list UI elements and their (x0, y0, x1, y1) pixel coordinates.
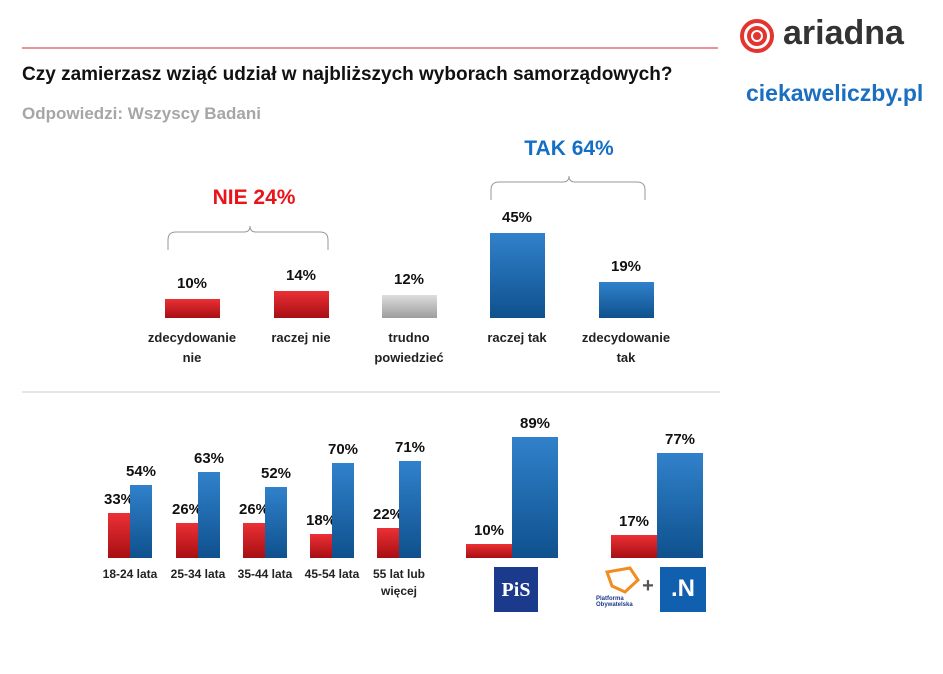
bar (489, 232, 545, 318)
site: ciekaweliczby.pl (746, 80, 924, 106)
n-logo (660, 567, 706, 612)
bar (164, 299, 220, 318)
bar (176, 522, 198, 558)
group-label: TAK 64% (524, 137, 614, 160)
bar (108, 513, 130, 558)
value-label: 10% (473, 522, 505, 540)
bar (598, 281, 654, 318)
bar (611, 534, 657, 558)
logo-text: Platforma Obywatelska (596, 596, 633, 608)
bar (466, 544, 512, 558)
bar (512, 436, 558, 558)
value-label: 22% (372, 506, 404, 524)
category-label: 55 lat lub więcej (372, 567, 425, 598)
category-label: raczej nie (271, 330, 331, 345)
value-label: 19% (610, 257, 642, 275)
brand-icon (740, 19, 774, 53)
bar (243, 522, 265, 558)
bar (399, 461, 421, 558)
value-label: 14% (285, 267, 317, 285)
category-label: 35-44 lata (237, 567, 293, 581)
category-label: 45-54 lata (304, 567, 360, 581)
category-label: raczej tak (487, 330, 547, 345)
category-label: zdecydowanie nie (147, 330, 237, 365)
category-label: zdecydowanie tak (581, 330, 671, 365)
title: Czy zamierzasz wziąć udział w najbliższy… (22, 64, 673, 85)
value-label: 71% (394, 439, 426, 457)
subtitle: Odpowiedzi: Wszyscy Badani (22, 104, 261, 123)
plus: + (642, 575, 654, 597)
value-label: 17% (618, 512, 650, 530)
logo-text: PiS (501, 579, 531, 601)
bar (377, 528, 399, 558)
po-logo (604, 566, 640, 594)
value-label: 26% (238, 500, 270, 518)
value-label: 10% (176, 275, 208, 292)
value-label: 12% (393, 271, 425, 289)
category-label: 18-24 lata (102, 567, 158, 581)
pis-logo (494, 567, 538, 612)
bar (310, 533, 332, 558)
value-label: 52% (260, 465, 292, 483)
value-label: 33% (103, 491, 135, 509)
value-label: 89% (519, 414, 551, 432)
bar (657, 453, 703, 558)
bar (198, 472, 220, 558)
bracket (490, 175, 646, 200)
value-label: 18% (305, 511, 337, 529)
bar (273, 291, 329, 318)
bar (332, 462, 354, 558)
bar (265, 487, 287, 558)
value-label: 70% (327, 440, 359, 458)
value-label: 77% (664, 431, 696, 449)
group-label: NIE 24% (212, 186, 296, 209)
bracket (167, 225, 329, 250)
value-label: 26% (171, 500, 203, 518)
value-label: 45% (501, 208, 533, 226)
category-label: 25-34 lata (170, 567, 226, 581)
logo-text: .N (671, 575, 695, 602)
value-label: 63% (193, 450, 225, 468)
bar (381, 295, 437, 318)
value-label: 54% (125, 462, 157, 480)
bar (130, 484, 152, 558)
brand: ariadna (783, 14, 904, 52)
category-label: trudno powiedzieć (374, 330, 444, 365)
